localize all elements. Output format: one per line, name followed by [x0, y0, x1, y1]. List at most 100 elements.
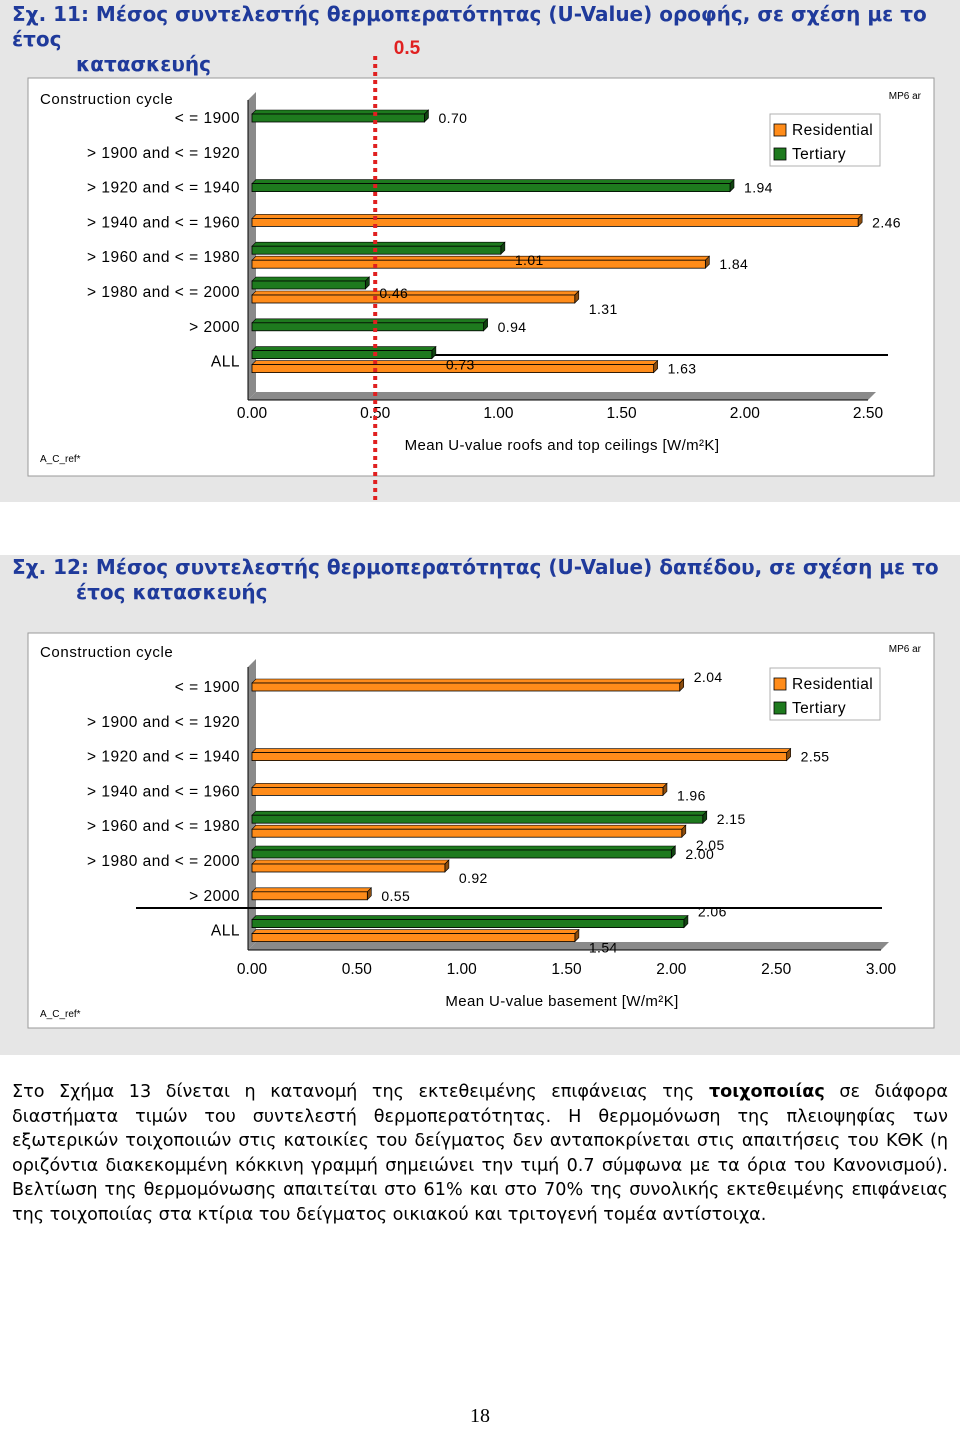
fig11-footnote-label: A_C_ref* [40, 454, 81, 465]
fig11-x-tick-label: 0.00 [237, 405, 268, 422]
fig12-corner-label: MP6 ar [889, 644, 922, 655]
fig11-category-label: > 1960 and < = 1980 [87, 249, 240, 266]
fig12-axis-wall [248, 659, 256, 950]
fig11-bar-top [251, 318, 489, 324]
fig12-bar-residential [251, 752, 788, 762]
fig12-bar-top [251, 783, 668, 788]
fig11-bar-top [251, 255, 711, 261]
fig12-legend-label: Residential [792, 676, 873, 693]
fig12-data-label: 2.00 [685, 846, 714, 862]
fig11-category-axis-title: Construction cycle [40, 91, 173, 108]
fig12-data-label: 2.05 [696, 837, 725, 853]
fig12-category-label: > 1940 and < = 1960 [87, 783, 240, 800]
fig11-bar-top [251, 290, 580, 296]
fig11-reference-label: 0.5 [394, 38, 421, 59]
fig11-category-label: > 1980 and < = 2000 [87, 284, 240, 301]
fig11-bar-residential [251, 259, 706, 269]
figure-12: Σχ. 12: Μέσος συντελεστής θερμοπερατότητ… [0, 555, 960, 1055]
fig11-legend-label: Tertiary [792, 146, 846, 163]
fig11-category-label: ALL [211, 354, 240, 371]
fig12-bar-tertiary [251, 814, 704, 824]
fig12-bar-residential [251, 891, 368, 901]
body-paragraph: Στο Σχήμα 13 δίνεται η κατανομή της εκτε… [12, 1082, 949, 1225]
fig12-data-label: 1.54 [589, 940, 618, 956]
fig11-category-label: > 1940 and < = 1960 [87, 214, 240, 231]
fig12-x-tick-label: 0.50 [342, 961, 373, 978]
fig11-x-axis-title: Mean U-value roofs and top ceilings [W/m… [405, 437, 720, 454]
fig12-bar-residential [251, 786, 664, 796]
fig12-footnote-label: A_C_ref* [40, 1009, 81, 1020]
fig12-bar-top [251, 824, 687, 830]
fig12-x-axis-title: Mean U-value basement [W/m²K] [445, 993, 678, 1010]
fig11-bar-tertiary [251, 113, 425, 123]
fig12-x-tick-label: 2.50 [761, 961, 792, 978]
fig12-data-label: 1.96 [677, 787, 706, 803]
fig12-axis-floor [248, 942, 889, 950]
fig11-x-tick-label: 2.50 [853, 405, 884, 422]
fig12-x-tick-label: 3.00 [866, 961, 897, 978]
fig12-bar-top [251, 915, 689, 920]
fig11-bar-top [251, 346, 437, 351]
fig11-data-label: 1.94 [744, 180, 773, 196]
fig12-category-label: ALL [211, 923, 240, 940]
figure-11-title: Σχ. 11: Μέσος συντελεστής θερμοπερατότητ… [12, 2, 927, 76]
fig12-category-label: < = 1900 [175, 679, 240, 696]
fig12-bar-residential [251, 863, 446, 873]
fig11-category-label: > 1900 and < = 1920 [87, 145, 240, 162]
fig11-category-label: > 2000 [189, 319, 240, 336]
fig12-bar-top [251, 678, 685, 684]
fig11-corner-label: MP6 ar [889, 91, 922, 102]
fig12-data-label: 0.55 [381, 888, 410, 904]
figure-12-title: Σχ. 12: Μέσος συντελεστής θερμοπερατότητ… [12, 555, 939, 604]
fig11-data-label: 2.46 [872, 214, 901, 230]
fig11-category-label: < = 1900 [175, 110, 240, 127]
fig11-data-label: 0.70 [438, 110, 467, 126]
fig12-x-tick-label: 1.00 [447, 961, 478, 978]
fig12-bar-top [251, 810, 708, 816]
fig11-x-tick-label: 0.50 [360, 405, 391, 422]
fig11-bar-tertiary [251, 350, 433, 360]
fig11-data-label: 1.63 [668, 361, 697, 377]
fig11-bar-top [251, 179, 735, 184]
fig12-category-label: > 1900 and < = 1920 [87, 714, 240, 731]
fig12-data-label: 2.55 [801, 749, 830, 765]
fig11-data-label: 0.46 [379, 285, 408, 301]
fig11-bar-residential [251, 364, 655, 374]
fig11-axis-floor [248, 392, 876, 400]
fig12-data-label: 2.04 [694, 669, 723, 685]
fig11-category-label: > 1920 and < = 1940 [87, 180, 240, 197]
fig12-legend-swatch [773, 677, 787, 691]
fig11-x-tick-label: 1.00 [483, 405, 514, 422]
fig12-bar-top [251, 929, 580, 934]
fig11-data-label: 0.94 [498, 319, 527, 335]
fig12-bar-tertiary [251, 849, 672, 859]
figure-12-chart: Construction cycle MP6 ar A_C_ref* Mean U-v… [27, 632, 935, 1029]
fig12-legend-swatch [773, 701, 787, 715]
fig12-data-label: 0.92 [459, 870, 488, 886]
fig11-bar-tertiary [251, 280, 366, 290]
fig11-bar-top [251, 214, 863, 219]
fig12-legend-label: Tertiary [792, 700, 846, 717]
fig12-bar-tertiary [251, 919, 685, 929]
fig12-bar-top [251, 859, 450, 865]
fig12-data-label: 2.15 [717, 811, 746, 827]
fig11-x-tick-label: 2.00 [730, 405, 761, 422]
fig12-category-label: > 1980 and < = 2000 [87, 853, 240, 870]
fig12-category-label: > 2000 [189, 888, 240, 905]
fig11-legend-swatch [773, 147, 787, 161]
fig11-bar-residential [251, 294, 576, 304]
fig12-x-tick-label: 0.00 [237, 961, 268, 978]
fig12-category-axis-title: Construction cycle [40, 644, 173, 661]
fig11-bar-tertiary [251, 322, 485, 332]
fig11-data-label: 1.84 [719, 256, 748, 272]
fig11-data-label: 1.31 [589, 301, 618, 317]
fig11-bar-top [251, 276, 371, 282]
fig12-bar-residential [251, 828, 683, 838]
fig11-bar-top [251, 241, 506, 247]
fig11-legend-box [769, 113, 881, 167]
page-number: 18 [470, 1405, 490, 1427]
fig12-bar-residential [251, 933, 576, 943]
fig11-legend-swatch [773, 123, 787, 137]
fig11-bar-residential [251, 217, 859, 227]
figure-11: Σχ. 11: Μέσος συντελεστής θερμοπερατότητ… [0, 0, 960, 502]
